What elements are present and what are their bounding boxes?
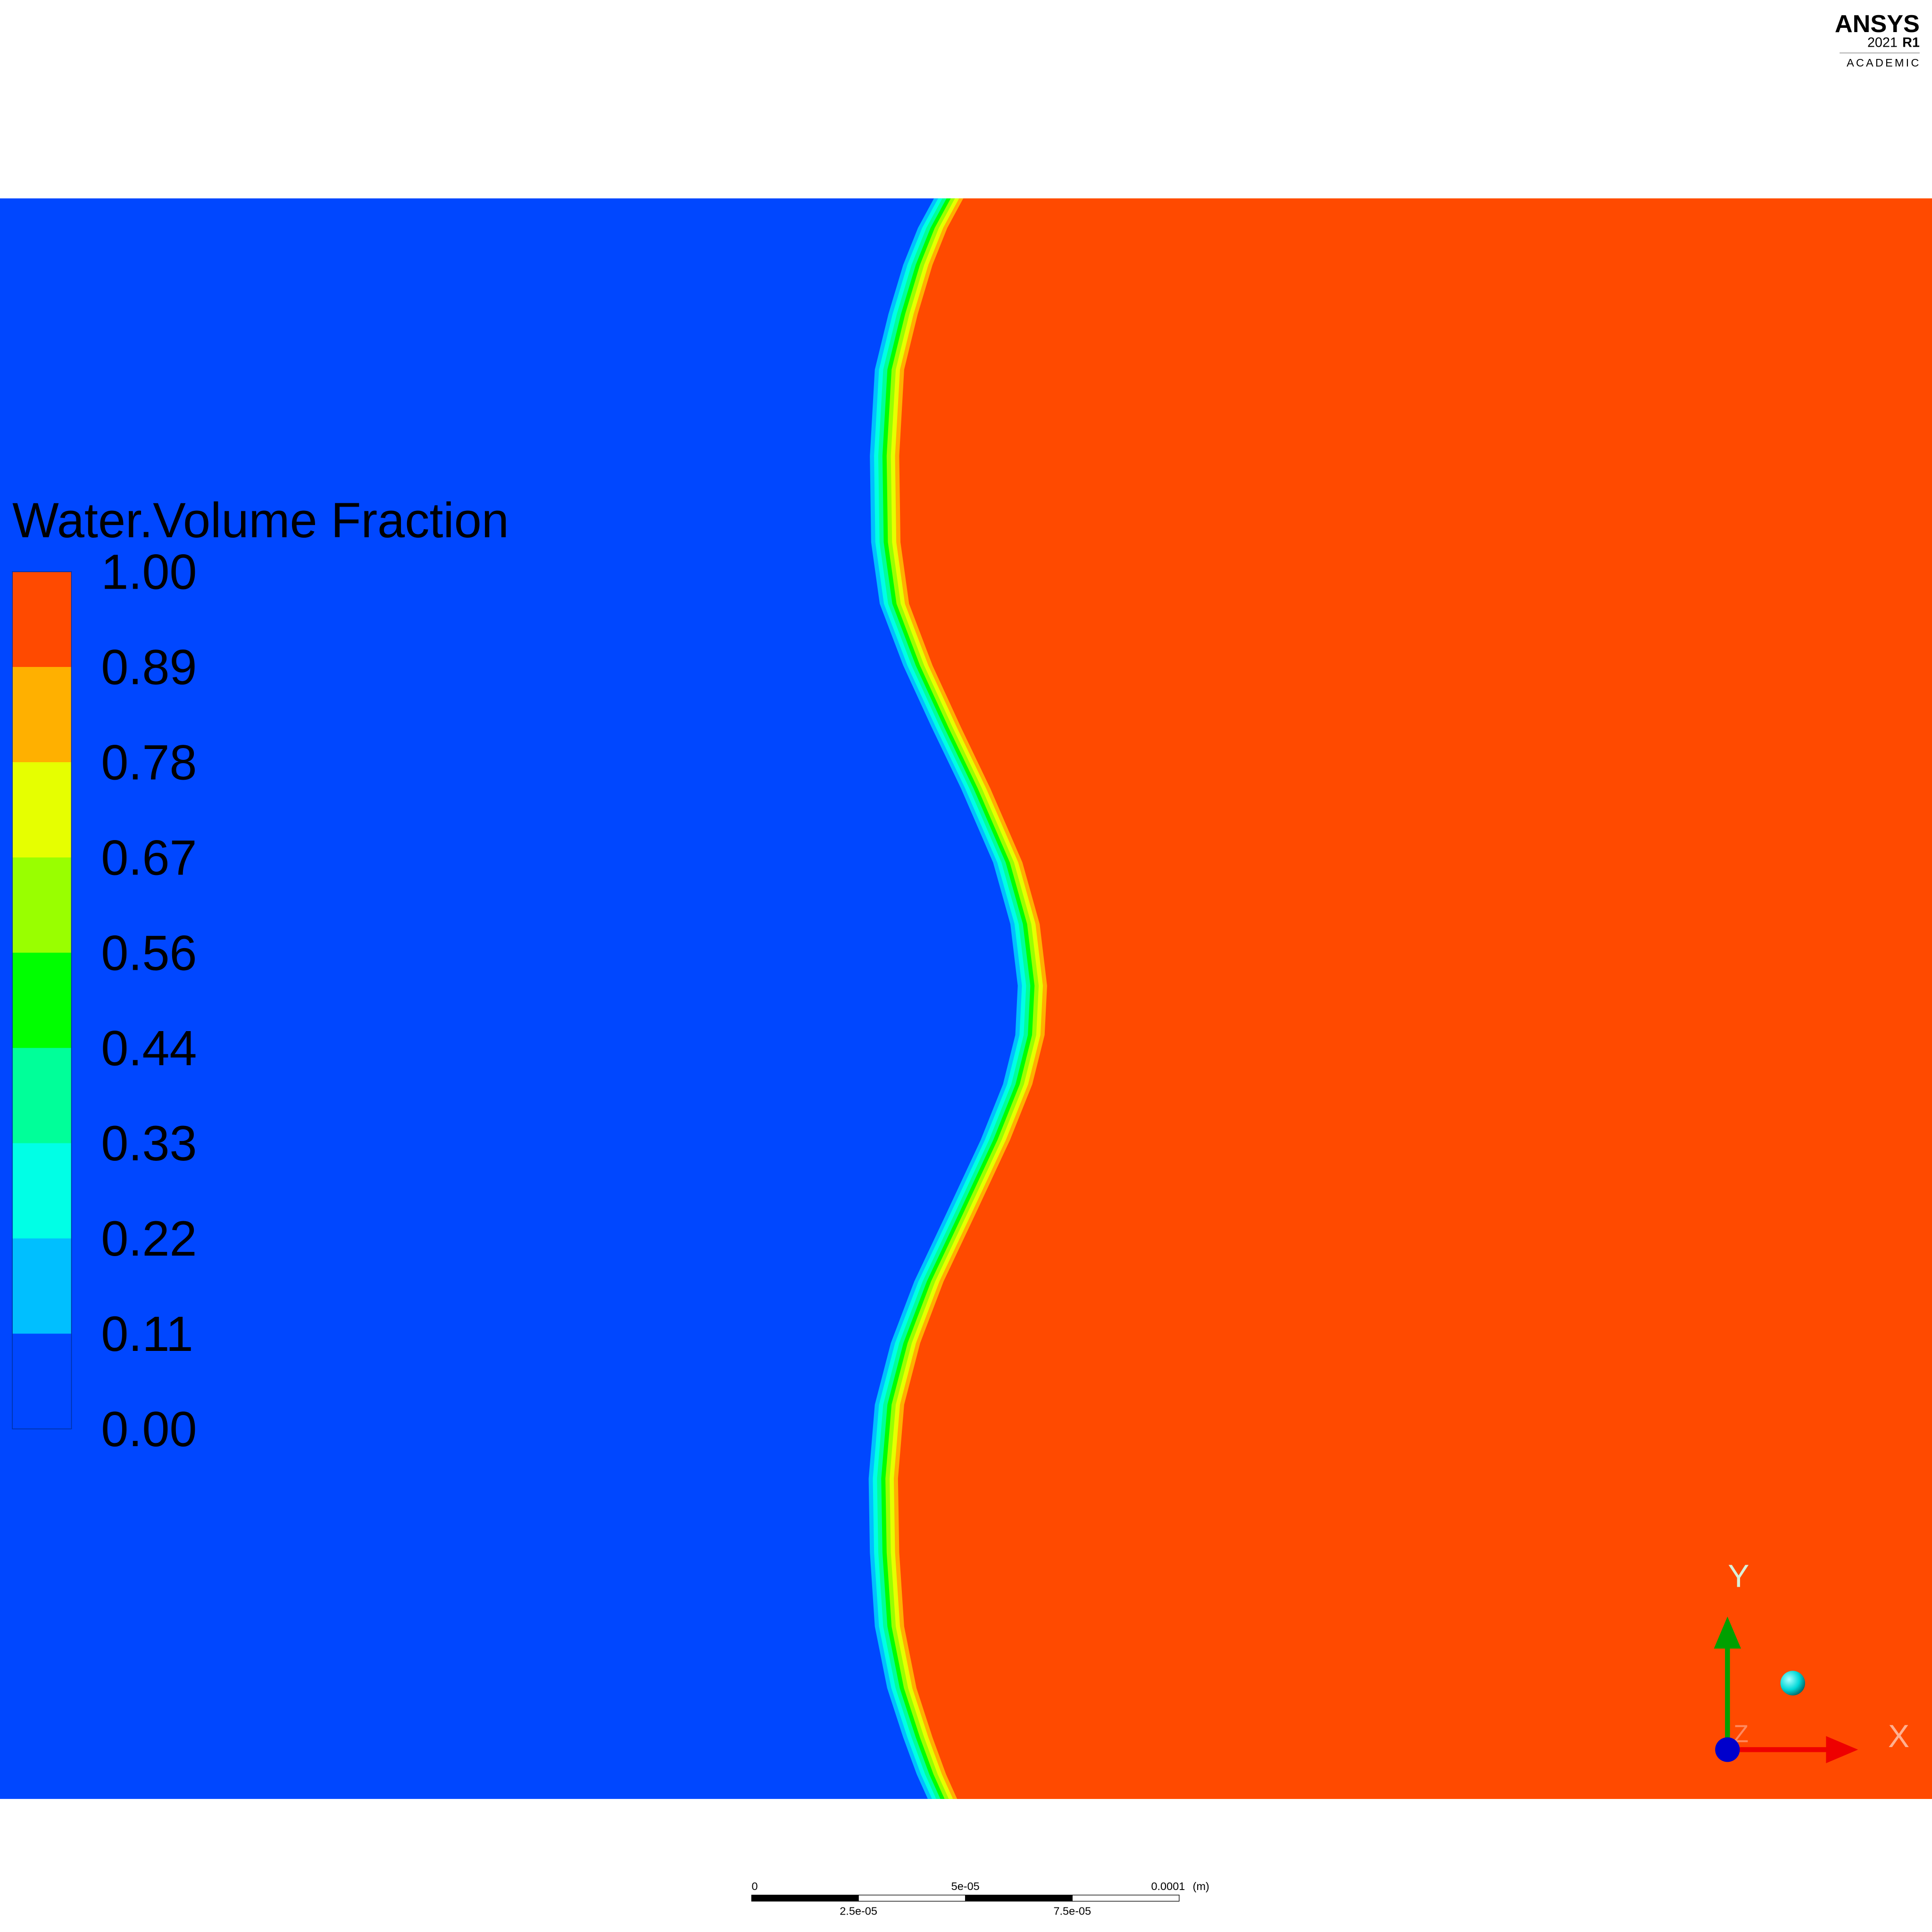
legend-swatch	[12, 1238, 72, 1334]
legend-swatch	[12, 762, 72, 858]
scale-segment	[751, 1894, 859, 1902]
logo-release: R1	[1902, 35, 1920, 50]
legend-swatch	[12, 952, 72, 1049]
scale-label: 2.5e-05	[840, 1905, 877, 1917]
scale-segment	[858, 1894, 966, 1902]
axis-triad: Y X Z	[1714, 1559, 1909, 1764]
legend-swatch	[12, 857, 72, 953]
scale-bar: 0 2.5e-05 5e-05 7.5e-05 0.0001 (m)	[751, 1880, 1209, 1917]
triad-sphere	[1780, 1671, 1805, 1696]
scale-label: 7.5e-05	[1053, 1905, 1091, 1917]
legend-swatch	[12, 667, 72, 763]
triad-y-arrow	[1714, 1616, 1741, 1649]
contour-plot	[0, 198, 1932, 1799]
triad-y-label: Y	[1728, 1559, 1749, 1594]
legend-level: 0.11	[101, 1307, 193, 1362]
legend-level: 0.44	[101, 1021, 197, 1076]
legend-level: 1.00	[101, 545, 197, 600]
scale-segment	[965, 1894, 1073, 1902]
legend-swatch	[12, 1143, 72, 1239]
legend-frame	[12, 571, 72, 1430]
scale-segment	[1072, 1894, 1180, 1902]
legend-level: 0.78	[101, 735, 197, 791]
legend-level: 0.22	[101, 1211, 197, 1266]
legend-swatch	[12, 1333, 72, 1430]
triad-z-axis	[1715, 1737, 1740, 1762]
logo-version: 2021	[1867, 35, 1898, 50]
legend-level: 0.56	[101, 925, 197, 981]
legend-level: 0.89	[101, 640, 197, 695]
legend-title: Water.Volume Fraction	[12, 493, 509, 548]
legend-level: 0.00	[101, 1402, 197, 1457]
contour-band	[898, 198, 1932, 1799]
legend-level: 0.33	[101, 1116, 197, 1171]
legend-level: 0.67	[101, 830, 197, 885]
scale-label: 5e-05	[951, 1880, 980, 1892]
logo: ANSYS 2021 R1 ACADEMIC	[1835, 10, 1921, 69]
logo-brand: ANSYS	[1835, 10, 1920, 38]
logo-edition: ACADEMIC	[1847, 57, 1921, 69]
scale-label: 0	[751, 1880, 758, 1892]
legend-swatch	[12, 572, 72, 667]
legend-swatch	[12, 1048, 72, 1144]
triad-x-arrow	[1826, 1736, 1858, 1764]
triad-x-label: X	[1888, 1719, 1909, 1754]
scale-label: 0.0001	[1151, 1880, 1185, 1892]
scale-unit: (m)	[1193, 1880, 1209, 1892]
